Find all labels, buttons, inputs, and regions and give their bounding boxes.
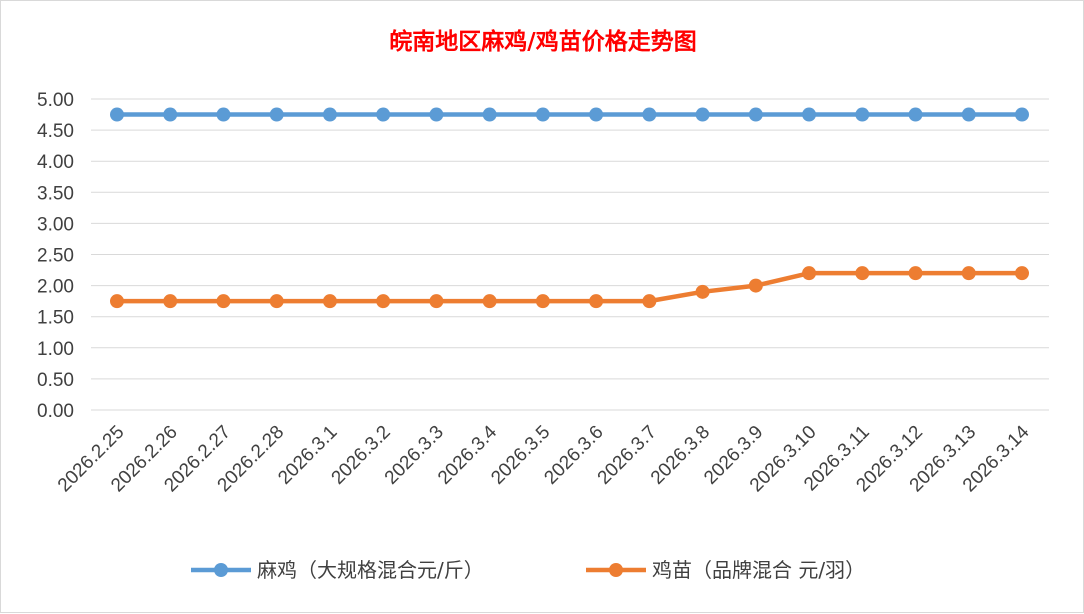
data-point xyxy=(908,107,923,122)
data-point xyxy=(802,107,817,122)
legend-item-1: 麻鸡（大规格混合元/斤） xyxy=(191,558,484,582)
data-point xyxy=(216,107,231,122)
data-point xyxy=(322,107,337,122)
gridlines xyxy=(91,98,1049,411)
data-point xyxy=(322,294,337,309)
chart-title: 皖南地区麻鸡/鸡苗价格走势图 xyxy=(389,28,696,55)
data-point xyxy=(110,294,124,309)
data-point xyxy=(376,294,391,309)
data-point xyxy=(535,107,550,122)
y-tick-label: 0.50 xyxy=(37,370,74,391)
data-point xyxy=(482,107,497,122)
data-point xyxy=(269,294,284,309)
data-point xyxy=(376,107,391,122)
y-axis-tick-labels: 0.00 0.50 1.00 1.50 2.00 2.50 3.00 3.50 4.00 4.50… xyxy=(37,90,74,422)
y-tick-label: 3.50 xyxy=(37,183,74,204)
legend: 麻鸡（大规格混合元/斤） 鸡苗（品牌混合 元/羽） xyxy=(191,558,865,582)
y-tick-label: 1.00 xyxy=(37,339,74,360)
y-tick-label: 4.50 xyxy=(37,121,74,142)
data-point xyxy=(695,284,710,299)
data-point xyxy=(802,266,817,281)
data-point xyxy=(163,294,178,309)
data-point xyxy=(429,107,444,122)
series-layer xyxy=(110,107,1029,309)
data-point xyxy=(589,107,604,122)
series-2 xyxy=(110,266,1029,309)
legend-item-2: 鸡苗（品牌混合 元/羽） xyxy=(586,558,865,582)
data-point xyxy=(535,294,550,309)
data-point xyxy=(642,107,657,122)
y-tick-label: 2.00 xyxy=(37,277,74,298)
data-point xyxy=(748,107,763,122)
series-line xyxy=(117,270,1022,304)
data-point xyxy=(908,266,923,281)
data-point xyxy=(589,294,604,309)
y-tick-label: 3.00 xyxy=(37,214,74,235)
data-point xyxy=(855,107,870,122)
data-point xyxy=(855,266,870,281)
legend-swatch-marker xyxy=(609,563,623,577)
data-point xyxy=(216,294,231,309)
y-tick-label: 4.00 xyxy=(37,152,74,173)
data-point xyxy=(269,107,284,122)
data-point xyxy=(961,266,976,281)
data-point xyxy=(642,294,657,309)
legend-label: 鸡苗（品牌混合 元/羽） xyxy=(652,558,865,582)
y-tick-label: 2.50 xyxy=(37,246,74,267)
data-point xyxy=(1015,107,1029,122)
y-tick-label: 5.00 xyxy=(37,90,74,111)
x-axis-tick-labels: 2026.2.252026.2.262026.2.272026.2.282026… xyxy=(54,421,1034,496)
y-tick-label: 1.50 xyxy=(37,308,74,329)
data-point xyxy=(961,107,976,122)
data-point xyxy=(110,107,124,122)
data-point xyxy=(695,107,710,122)
data-point xyxy=(482,294,497,309)
data-point xyxy=(748,278,763,293)
data-point xyxy=(429,294,444,309)
legend-label: 麻鸡（大规格混合元/斤） xyxy=(257,558,484,582)
data-point xyxy=(1015,266,1029,281)
y-tick-label: 0.00 xyxy=(37,401,74,422)
data-point xyxy=(163,107,178,122)
series-1 xyxy=(110,107,1029,122)
legend-swatch-marker xyxy=(214,563,228,577)
